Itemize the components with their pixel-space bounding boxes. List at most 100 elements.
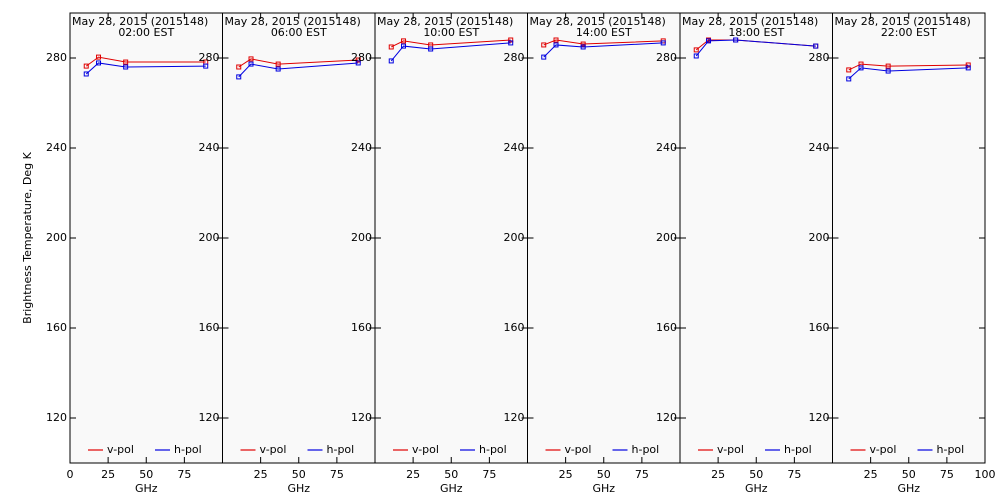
y-tick-label: 280 bbox=[809, 51, 830, 64]
y-tick-label: 120 bbox=[809, 411, 830, 424]
y-tick-label: 160 bbox=[199, 321, 220, 334]
point-marker bbox=[123, 59, 129, 65]
point-marker bbox=[508, 40, 514, 46]
legend-label: h-pol bbox=[632, 443, 660, 456]
point-marker bbox=[236, 74, 242, 80]
plot-area bbox=[679, 12, 833, 464]
y-tick-label: 200 bbox=[656, 231, 677, 244]
series-line bbox=[543, 42, 664, 58]
legend-label: h-pol bbox=[784, 443, 812, 456]
panel-title: May 28, 2015 (2015148) bbox=[377, 15, 513, 28]
point-marker bbox=[203, 63, 209, 69]
panel-title: May 28, 2015 (2015148) bbox=[530, 15, 666, 28]
point-marker bbox=[693, 53, 699, 59]
y-tick-label: 240 bbox=[504, 141, 525, 154]
y-tick-label: 120 bbox=[656, 411, 677, 424]
series-line bbox=[848, 67, 969, 80]
panel-subtitle: 22:00 EST bbox=[881, 26, 937, 39]
y-tick-label: 280 bbox=[46, 51, 67, 64]
x-tick-label: 75 bbox=[940, 468, 954, 481]
point-marker bbox=[83, 71, 89, 77]
point-marker bbox=[846, 67, 852, 73]
panel-subtitle: 18:00 EST bbox=[728, 26, 784, 39]
point-marker bbox=[428, 46, 434, 52]
plot-area bbox=[374, 12, 528, 464]
point-marker bbox=[706, 38, 712, 44]
point-marker bbox=[965, 62, 971, 68]
y-tick-label: 200 bbox=[199, 231, 220, 244]
point-marker bbox=[813, 43, 819, 49]
series-line bbox=[848, 63, 969, 71]
x-tick-label: 75 bbox=[787, 468, 801, 481]
x-axis-label: GHz bbox=[440, 482, 463, 495]
x-axis-label: GHz bbox=[135, 482, 158, 495]
point-marker bbox=[580, 41, 586, 47]
y-tick-label: 120 bbox=[504, 411, 525, 424]
point-marker bbox=[660, 40, 666, 46]
y-tick-label: 160 bbox=[46, 321, 67, 334]
legend-label: v-pol bbox=[260, 443, 287, 456]
panel-subtitle: 10:00 EST bbox=[423, 26, 479, 39]
series-line bbox=[391, 39, 511, 48]
y-tick-label: 240 bbox=[199, 141, 220, 154]
point-marker bbox=[885, 63, 891, 69]
point-marker bbox=[96, 54, 102, 60]
point-marker bbox=[580, 44, 586, 50]
series-line bbox=[390, 42, 511, 62]
y-tick-label: 120 bbox=[46, 411, 67, 424]
y-tick-label: 280 bbox=[504, 51, 525, 64]
point-marker bbox=[275, 61, 281, 67]
point-marker bbox=[733, 37, 739, 43]
y-tick-label: 160 bbox=[656, 321, 677, 334]
point-marker bbox=[236, 64, 242, 70]
y-tick-label: 200 bbox=[809, 231, 830, 244]
point-marker bbox=[508, 37, 514, 43]
legend-label: v-pol bbox=[717, 443, 744, 456]
y-tick-label: 160 bbox=[504, 321, 525, 334]
legend-label: v-pol bbox=[870, 443, 897, 456]
x-axis-label: GHz bbox=[287, 482, 310, 495]
x-tick-label: 75 bbox=[330, 468, 344, 481]
y-tick-label: 200 bbox=[351, 231, 372, 244]
x-tick-label: 25 bbox=[559, 468, 573, 481]
legend-label: v-pol bbox=[107, 443, 134, 456]
y-axis-label: Brightness Temperature, Deg K bbox=[21, 151, 34, 323]
y-tick-label: 200 bbox=[504, 231, 525, 244]
point-marker bbox=[388, 44, 394, 50]
panel-title: May 28, 2015 (2015148) bbox=[72, 15, 208, 28]
x-axis-label: GHz bbox=[745, 482, 768, 495]
y-tick-label: 240 bbox=[656, 141, 677, 154]
point-marker bbox=[401, 38, 407, 44]
panel-title: May 28, 2015 (2015148) bbox=[835, 15, 971, 28]
x-tick-label: 100 bbox=[975, 468, 996, 481]
point-marker bbox=[553, 42, 559, 48]
legend-label: v-pol bbox=[412, 443, 439, 456]
x-tick-label: 50 bbox=[597, 468, 611, 481]
y-tick-label: 160 bbox=[351, 321, 372, 334]
x-tick-label: 50 bbox=[749, 468, 763, 481]
plot-area bbox=[527, 12, 681, 464]
y-tick-label: 280 bbox=[199, 51, 220, 64]
x-tick-label: 75 bbox=[635, 468, 649, 481]
x-tick-label: 50 bbox=[292, 468, 306, 481]
x-tick-label: 75 bbox=[482, 468, 496, 481]
point-marker bbox=[248, 56, 254, 62]
y-tick-label: 160 bbox=[809, 321, 830, 334]
x-tick-label: 50 bbox=[139, 468, 153, 481]
legend-label: h-pol bbox=[937, 443, 965, 456]
plot-area bbox=[69, 12, 223, 464]
point-marker bbox=[401, 43, 407, 49]
x-tick-label: 50 bbox=[902, 468, 916, 481]
x-axis-label: GHz bbox=[592, 482, 615, 495]
x-tick-label: 25 bbox=[101, 468, 115, 481]
series-line bbox=[695, 39, 816, 57]
y-tick-label: 280 bbox=[351, 51, 372, 64]
series-line bbox=[85, 62, 206, 75]
panel-subtitle: 02:00 EST bbox=[118, 26, 174, 39]
point-marker bbox=[355, 60, 361, 66]
y-tick-label: 240 bbox=[809, 141, 830, 154]
panel-title: May 28, 2015 (2015148) bbox=[225, 15, 361, 28]
y-tick-label: 240 bbox=[46, 141, 67, 154]
point-marker bbox=[965, 65, 971, 71]
point-marker bbox=[553, 37, 559, 43]
